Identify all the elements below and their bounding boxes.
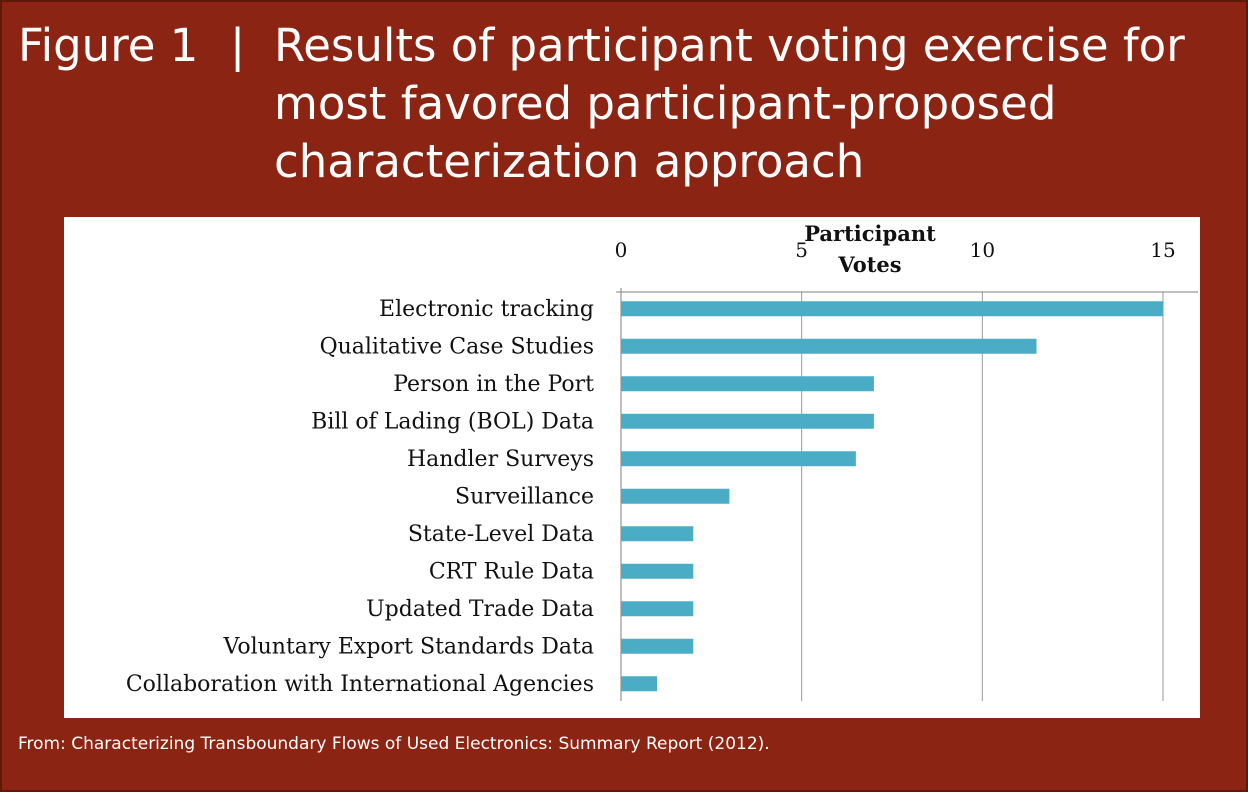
bar (621, 338, 1037, 354)
category-label: State-Level Data (408, 522, 594, 547)
bar (621, 488, 730, 504)
bar (621, 376, 874, 392)
category-label: Bill of Lading (BOL) Data (311, 409, 594, 434)
category-label: Person in the Port (393, 372, 594, 397)
category-label: Collaboration with International Agencie… (126, 672, 594, 697)
bar (621, 301, 1163, 317)
figure-title-line-3: characterization approach (274, 135, 865, 188)
figure-title-line-2: most favored participant-proposed (274, 77, 1057, 130)
plot-panel: 0 5 10 15 Participant Votes Electronic trackin… (64, 217, 1200, 718)
category-label: Handler Surveys (407, 447, 594, 472)
source-note: From: Characterizing Transboundary Flows… (18, 734, 770, 754)
x-tick-label: 10 (970, 238, 995, 262)
title-separator: | (230, 19, 246, 72)
bar (621, 676, 658, 692)
bar (621, 526, 694, 542)
bar (621, 601, 694, 617)
category-label: CRT Rule Data (429, 559, 594, 584)
x-axis-title: Participant (804, 221, 936, 246)
x-axis-title: Votes (837, 252, 901, 277)
bar (621, 563, 694, 579)
x-tick-label: 5 (795, 238, 808, 262)
figure-title-line-1: Results of participant voting exercise f… (274, 19, 1185, 72)
category-label: Updated Trade Data (366, 597, 594, 622)
bar (621, 413, 874, 429)
category-label: Electronic tracking (379, 297, 594, 322)
category-label: Qualitative Case Studies (320, 334, 594, 359)
figure-label: Figure 1 (18, 19, 199, 72)
bar (621, 451, 856, 467)
bar-chart: 0 5 10 15 Participant Votes Electronic trackin… (126, 221, 1198, 701)
bar (621, 638, 694, 654)
category-label: Voluntary Export Standards Data (222, 634, 594, 659)
x-tick-label: 15 (1150, 238, 1175, 262)
x-tick-label: 0 (615, 238, 628, 262)
category-label: Surveillance (455, 484, 594, 509)
